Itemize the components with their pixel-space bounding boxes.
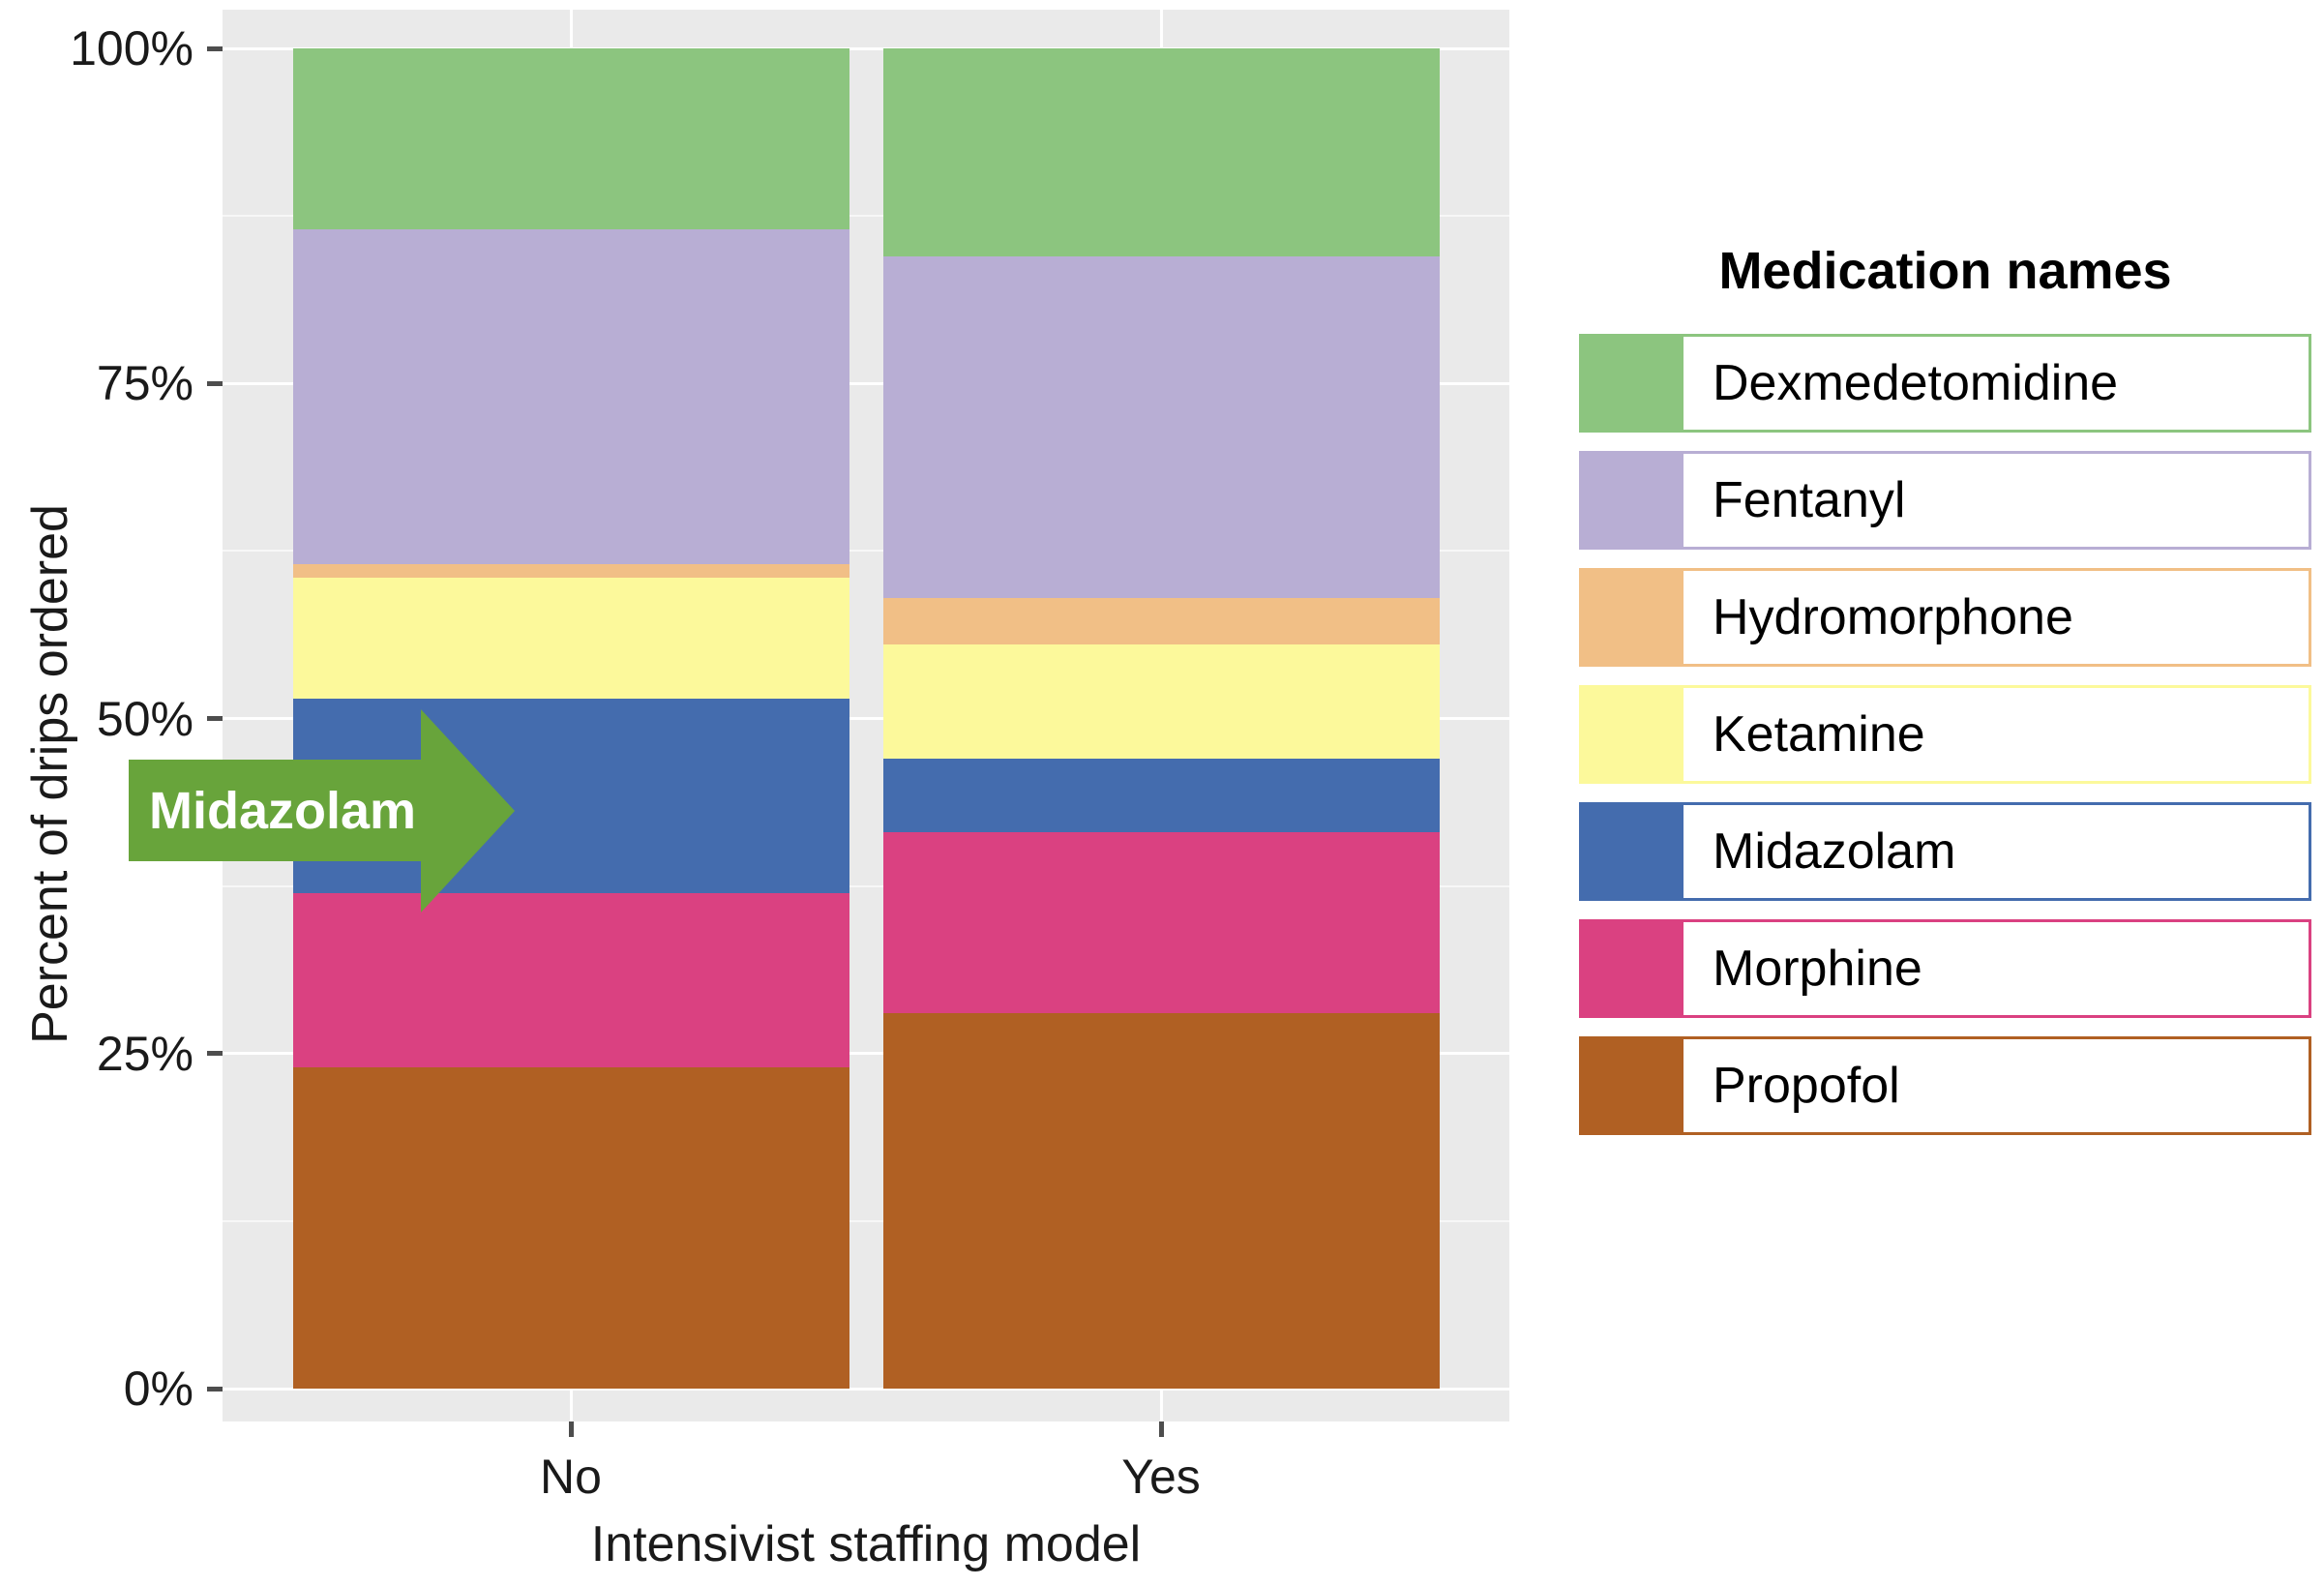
bar-segment-hydromorphone-yes [882, 597, 1440, 645]
gridline-major [223, 1052, 1509, 1056]
legend-item-propofol: Propofol [1579, 1036, 2311, 1135]
x-axis-tick [568, 1421, 574, 1437]
gridline-minor [223, 1219, 1509, 1222]
bar-segment-dexmedetomidine-yes [882, 48, 1440, 256]
gridline-minor [223, 550, 1509, 553]
legend-item-dexmedetomidine: Dexmedetomidine [1579, 334, 2311, 433]
legend-label-box: Morphine [1681, 919, 2311, 1018]
legend-item-ketamine: Ketamine [1579, 685, 2311, 784]
plot-panel [223, 10, 1509, 1421]
legend-item-hydromorphone: Hydromorphone [1579, 568, 2311, 667]
bar-segment-dexmedetomidine-no [292, 48, 849, 229]
legend-color-swatch-icon [1579, 568, 1683, 667]
legend-label-box: Midazolam [1681, 802, 2311, 901]
y-axis-tick [207, 1051, 223, 1057]
x-axis-tick-label: Yes [1121, 1450, 1201, 1504]
bar-segment-propofol-no [292, 1066, 849, 1389]
x-axis-tick [1158, 1421, 1164, 1437]
legend-label-box: Fentanyl [1681, 451, 2311, 550]
legend-item-label: Midazolam [1713, 823, 1956, 880]
bar-segment-fentanyl-yes [882, 255, 1440, 598]
bar-segment-midazolam-yes [882, 759, 1440, 833]
legend-color-swatch-icon [1579, 919, 1683, 1018]
legend-color-swatch-icon [1579, 1036, 1683, 1135]
legend-item-fentanyl: Fentanyl [1579, 451, 2311, 550]
legend-color-swatch-icon [1579, 334, 1683, 433]
gridline-major [223, 46, 1509, 50]
legend-label-box: Ketamine [1681, 685, 2311, 784]
arrow-label: Midazolam [149, 782, 416, 840]
legend-color-swatch-icon [1579, 802, 1683, 901]
legend-item-label: Dexmedetomidine [1713, 355, 2119, 411]
bar-segment-ketamine-yes [882, 644, 1440, 760]
legend: Medication names Dexmedetomidine Fentanyl… [1579, 242, 2311, 1153]
y-axis-tick-label: 25% [96, 1026, 194, 1081]
bar-segment-fentanyl-no [292, 228, 849, 565]
legend-item-morphine: Morphine [1579, 919, 2311, 1018]
y-axis-tick [207, 716, 223, 721]
y-axis-tick [207, 1386, 223, 1391]
y-axis-tick-label: 0% [123, 1362, 194, 1416]
gridline-major [223, 717, 1509, 720]
gridline-minor [223, 884, 1509, 887]
arrow-shape [129, 709, 515, 913]
legend-label-box: Hydromorphone [1681, 568, 2311, 667]
gridline-minor [223, 215, 1509, 218]
bar-segment-morphine-no [292, 892, 849, 1067]
legend-color-swatch-icon [1579, 451, 1683, 550]
legend-color-swatch-icon [1579, 685, 1683, 784]
legend-item-label: Morphine [1713, 941, 1922, 997]
y-axis-tick [207, 380, 223, 386]
legend-item-midazolam: Midazolam [1579, 802, 2311, 901]
legend-rows: Dexmedetomidine Fentanyl Hydromorphone Keta… [1579, 334, 2311, 1135]
bar-segment-morphine-yes [882, 832, 1440, 1014]
bar-segment-hydromorphone-no [292, 564, 849, 579]
x-axis-title: Intensivist staffing model [590, 1516, 1142, 1572]
y-axis-tick-label: 50% [96, 691, 194, 746]
gridline-major [223, 1387, 1509, 1391]
legend-item-label: Fentanyl [1713, 472, 1906, 528]
y-axis-tick-label: 75% [96, 356, 194, 411]
bar-segment-propofol-yes [882, 1013, 1440, 1389]
legend-label-box: Propofol [1681, 1036, 2311, 1135]
y-axis-tick-label: 100% [70, 21, 194, 75]
legend-item-label: Propofol [1713, 1058, 1900, 1114]
legend-item-label: Hydromorphone [1713, 589, 2073, 645]
gridline-major [223, 381, 1509, 385]
legend-title: Medication names [1718, 242, 2172, 300]
y-axis-tick [207, 45, 223, 51]
legend-label-box: Dexmedetomidine [1681, 334, 2311, 433]
y-axis-title: Percent of drips ordered [22, 504, 78, 1044]
midazolam-arrow-annotation: Midazolam [129, 709, 515, 913]
legend-item-label: Ketamine [1713, 706, 1925, 763]
x-axis-tick-label: No [540, 1450, 602, 1504]
bar-yes [882, 48, 1440, 1389]
bar-segment-ketamine-no [292, 578, 849, 699]
